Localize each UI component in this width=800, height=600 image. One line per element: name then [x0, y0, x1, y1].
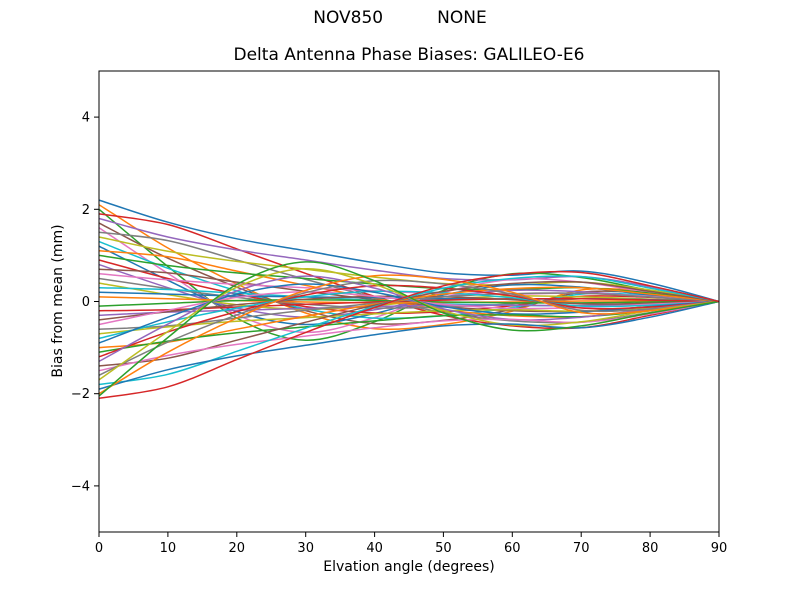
y-tick-label: 4	[82, 111, 90, 126]
series-line	[98, 261, 720, 397]
y-tick-label: 2	[82, 203, 90, 218]
x-tick-label: 50	[435, 541, 452, 556]
x-tick-label: 70	[573, 541, 590, 556]
x-axis-label: Elvation angle (degrees)	[323, 559, 495, 575]
series-line	[98, 199, 720, 303]
series-line	[98, 300, 720, 317]
x-tick-label: 90	[711, 541, 728, 556]
series-line	[98, 300, 720, 372]
series-line	[98, 268, 720, 381]
x-tick-label: 10	[160, 541, 177, 556]
x-tick-label: 20	[229, 541, 246, 556]
y-axis-label: Bias from mean (mm)	[50, 224, 66, 378]
y-tick-label: −4	[71, 479, 90, 494]
x-tick-label: 80	[642, 541, 659, 556]
series-line	[98, 300, 720, 353]
figure-suptitle: NOV850 NONE	[313, 8, 487, 28]
x-tick-label: 60	[504, 541, 521, 556]
series-line	[98, 290, 720, 340]
y-tick-label: −2	[71, 387, 90, 402]
chart-title: Delta Antenna Phase Biases: GALILEO-E6	[233, 45, 585, 65]
series-line	[98, 213, 720, 330]
series-line	[98, 259, 720, 315]
series-line	[98, 274, 720, 395]
series-line	[98, 279, 720, 376]
series-line	[98, 270, 720, 400]
series-line	[98, 208, 720, 341]
series-line	[98, 296, 720, 304]
x-tick-label: 0	[95, 541, 103, 556]
y-tick-label: 0	[82, 295, 90, 310]
series-line	[98, 300, 720, 390]
series-line	[98, 204, 720, 331]
x-tick-label: 40	[366, 541, 383, 556]
series-line	[98, 217, 720, 303]
x-tick-label: 30	[297, 541, 314, 556]
series-line	[98, 284, 720, 358]
